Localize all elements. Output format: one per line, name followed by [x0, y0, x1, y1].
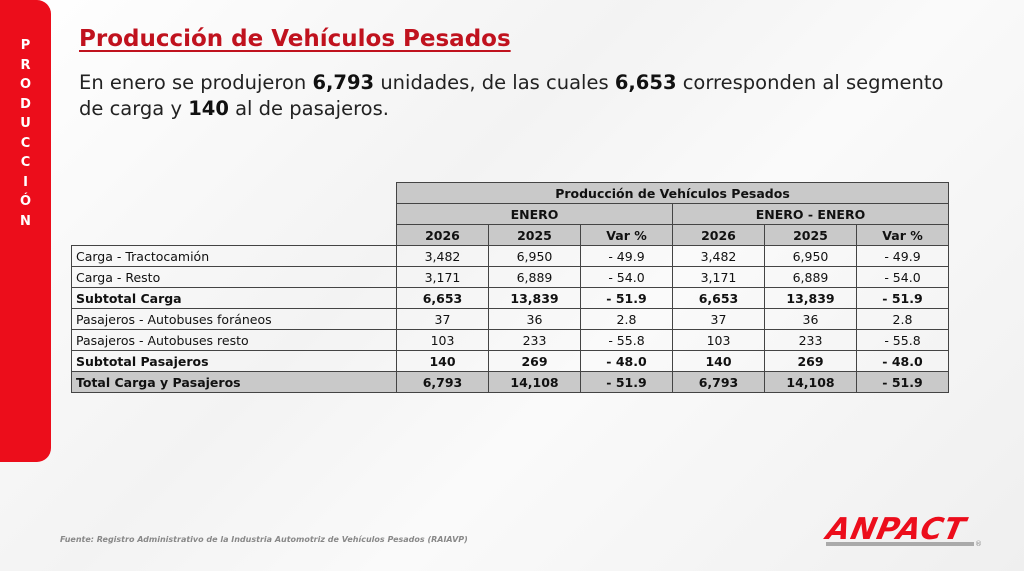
table-row: Subtotal Carga 6,653 13,839- 51.9 6,653 13,8… [71, 287, 949, 309]
table-cell: - 51.9 [856, 287, 949, 309]
column-header: Var % [580, 224, 673, 246]
table-row: Carga - Tractocamión 3,482 6,950- 49.9 3,48… [71, 245, 949, 267]
table-row: Pasajeros - Autobuses foráneos 37 36 2.8 37 3… [71, 308, 949, 330]
column-header: 2025 [764, 224, 857, 246]
column-header: 2026 [396, 224, 489, 246]
table-cell: 2.8 [856, 308, 949, 330]
table-cell: 269 [764, 350, 857, 372]
table-row: Carga - Resto 3,171 6,889- 54.0 3,171 6,889-… [71, 266, 949, 288]
table-cell: 14,108 [488, 371, 581, 393]
table-cell: 36 [488, 308, 581, 330]
row-label: Carga - Resto [71, 266, 397, 288]
table-cell: - 51.9 [856, 371, 949, 393]
table-cell: 6,793 [672, 371, 765, 393]
table-cell: 6,653 [672, 287, 765, 309]
table-title: Producción de Vehículos Pesados [396, 182, 949, 204]
table-cell: 233 [488, 329, 581, 351]
table-cell: - 49.9 [856, 245, 949, 267]
summary-text: En enero se produjeron 6,793 unidades, d… [79, 71, 944, 120]
table-cell: 269 [488, 350, 581, 372]
table-row: Subtotal Pasajeros 140 269- 48.0 140 269- 48… [71, 350, 949, 372]
table-cell: 13,839 [488, 287, 581, 309]
table-cell: 37 [396, 308, 489, 330]
registered-mark: ® [975, 540, 982, 548]
table-cell: - 51.9 [580, 287, 673, 309]
column-header: 2025 [488, 224, 581, 246]
table-cell: 6,889 [488, 266, 581, 288]
table-cell: 36 [764, 308, 857, 330]
row-label: Subtotal Carga [71, 287, 397, 309]
table-cell: 3,171 [672, 266, 765, 288]
table-cell: 37 [672, 308, 765, 330]
table-cell: 103 [396, 329, 489, 351]
table-cell: 6,793 [396, 371, 489, 393]
table-cell: - 55.8 [856, 329, 949, 351]
table-cell: 14,108 [764, 371, 857, 393]
table-cell: - 51.9 [580, 371, 673, 393]
table-cell: - 48.0 [856, 350, 949, 372]
table-cell: - 54.0 [580, 266, 673, 288]
table-cell: 2.8 [580, 308, 673, 330]
logo-bar [826, 542, 974, 546]
table-cell: 3,482 [396, 245, 489, 267]
group-header: ENERO - ENERO [672, 203, 949, 225]
row-label: Pasajeros - Autobuses resto [71, 329, 397, 351]
source-note: Fuente: Registro Administrativo de la In… [60, 535, 468, 544]
page-title: Producción de Vehículos Pesados [79, 26, 511, 52]
table-cell: 140 [672, 350, 765, 372]
row-label: Total Carga y Pasajeros [71, 371, 397, 393]
row-label: Pasajeros - Autobuses foráneos [71, 308, 397, 330]
table-cell: 6,889 [764, 266, 857, 288]
column-header: 2026 [672, 224, 765, 246]
row-label: Subtotal Pasajeros [71, 350, 397, 372]
table-cell: 6,950 [488, 245, 581, 267]
table-cell: 103 [672, 329, 765, 351]
table-cell: 140 [396, 350, 489, 372]
table-cell: 233 [764, 329, 857, 351]
table-row: Pasajeros - Autobuses resto 103 233- 55.8 1… [71, 329, 949, 351]
table-cell: - 54.0 [856, 266, 949, 288]
table-row: Total Carga y Pasajeros 6,793 14,108- 51.9… [71, 371, 949, 393]
table-cell: 3,482 [672, 245, 765, 267]
table-cell: - 55.8 [580, 329, 673, 351]
table-cell: 6,653 [396, 287, 489, 309]
row-label: Carga - Tractocamión [71, 245, 397, 267]
table-cell: - 48.0 [580, 350, 673, 372]
table-cell: 3,171 [396, 266, 489, 288]
group-header: ENERO [396, 203, 673, 225]
production-table: Producción de Vehículos Pesados ENERO ENE… [71, 182, 949, 393]
table-cell: 6,950 [764, 245, 857, 267]
table-cell: 13,839 [764, 287, 857, 309]
column-header: Var % [856, 224, 949, 246]
table-cell: - 49.9 [580, 245, 673, 267]
